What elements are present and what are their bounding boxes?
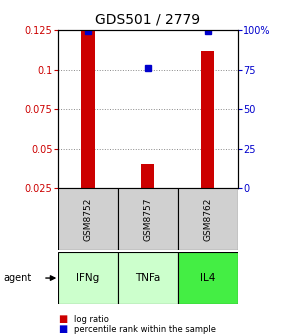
Text: log ratio: log ratio [74, 315, 109, 324]
Text: GSM8757: GSM8757 [143, 198, 153, 241]
Bar [58, 252, 118, 304]
Title: GDS501 / 2779: GDS501 / 2779 [95, 12, 200, 26]
Bar [201, 51, 214, 188]
Text: ■: ■ [58, 314, 67, 324]
Bar [178, 252, 238, 304]
Text: GSM8762: GSM8762 [203, 198, 212, 241]
Text: IFNg: IFNg [76, 273, 99, 283]
Bar [58, 188, 118, 250]
Bar [118, 252, 178, 304]
Text: ■: ■ [58, 324, 67, 334]
Text: TNFa: TNFa [135, 273, 161, 283]
Text: IL4: IL4 [200, 273, 215, 283]
Bar [178, 188, 238, 250]
Bar [118, 188, 178, 250]
Text: percentile rank within the sample: percentile rank within the sample [74, 325, 216, 334]
Text: GSM8752: GSM8752 [84, 198, 93, 241]
Bar [141, 165, 155, 188]
Text: agent: agent [3, 273, 31, 283]
Bar [81, 30, 95, 188]
